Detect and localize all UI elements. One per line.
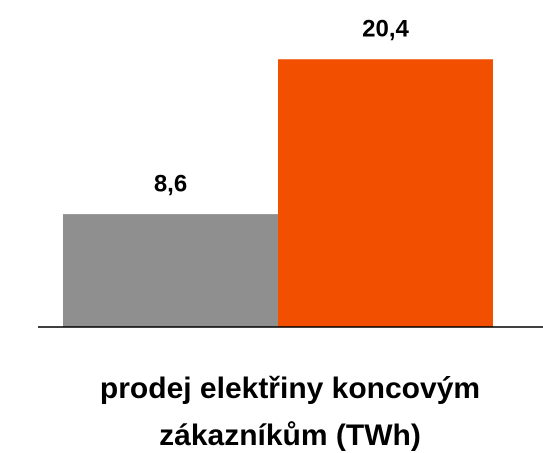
- bar: [278, 59, 493, 327]
- x-axis-label: zákazníkům (TWh): [159, 419, 421, 452]
- data-label: 20,4: [362, 16, 409, 43]
- data-label: 8,6: [154, 170, 187, 197]
- x-axis-label: prodej elektřiny koncovým: [100, 372, 480, 405]
- bar: [63, 214, 278, 327]
